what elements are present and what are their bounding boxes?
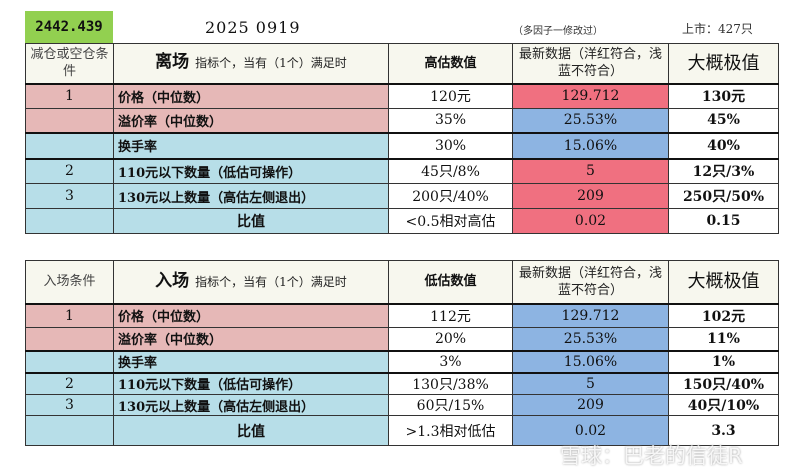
threshold-value: >1.3相对低估 bbox=[388, 415, 513, 446]
title-header: 入场 指标个，当有（1个）满足时 bbox=[113, 260, 389, 304]
row-number bbox=[25, 415, 114, 446]
table-row: 溢价率（中位数） 35% 25.53% 45% bbox=[25, 108, 779, 133]
table-row: 1 价格（中位数） 120元 129.712 130元 bbox=[25, 82, 779, 109]
indicator-name: 130元以上数量（高估左侧退出） bbox=[113, 394, 389, 416]
max-value: 45% bbox=[668, 108, 779, 133]
latest-value: 25.53% bbox=[512, 108, 669, 133]
entry-table: 入场条件 入场 指标个，当有（1个）满足时 低估数值 最新数据（洋红符合，浅蓝不符合）大… bbox=[25, 260, 779, 446]
index-value: 2442.439 bbox=[25, 11, 113, 43]
indicator-name: 换手率 bbox=[113, 349, 389, 373]
listed-count: 上市：427只 bbox=[682, 22, 753, 36]
threshold-header: 高估数值 bbox=[388, 43, 513, 84]
threshold-value: 35% bbox=[388, 108, 513, 133]
max-value: 250只/50% bbox=[668, 183, 779, 209]
header-row: 入场条件 入场 指标个，当有（1个）满足时 低估数值 最新数据（洋红符合，浅蓝不符合）大… bbox=[25, 260, 779, 304]
row-number bbox=[25, 108, 114, 133]
indicator-name: 换手率 bbox=[113, 131, 389, 159]
row-number: 3 bbox=[25, 183, 114, 209]
max-value: 130元 bbox=[668, 82, 779, 109]
table-row: 换手率 30% 15.06% 40% bbox=[25, 131, 779, 159]
indicator-name: 比值 bbox=[113, 415, 389, 446]
row-number: 2 bbox=[25, 371, 114, 395]
note-label: （多因子一修改过） bbox=[513, 26, 603, 37]
indicator-name: 价格（中位数） bbox=[113, 82, 389, 109]
threshold-value: 45只/8% bbox=[388, 157, 513, 184]
row-number: 2 bbox=[25, 157, 114, 184]
max-header: 大概极值 bbox=[668, 43, 779, 84]
row-number: 1 bbox=[25, 302, 114, 328]
section-subtitle: 指标个，当有（1个）满足时 bbox=[195, 56, 347, 71]
threshold-value: 120元 bbox=[388, 82, 513, 109]
indicator-name: 价格（中位数） bbox=[113, 302, 389, 328]
latest-value: 209 bbox=[512, 183, 669, 209]
latest-value: 0.02 bbox=[512, 208, 669, 234]
latest-value: 25.53% bbox=[512, 327, 669, 351]
table-row: 2 110元以下数量（低估可操作） 45只/8% 5 12只/3% bbox=[25, 157, 779, 184]
section-subtitle: 指标个，当有（1个）满足时 bbox=[195, 274, 347, 289]
exit-table: 减仓或空仓条件 离场 指标个，当有（1个）满足时 高估数值 最新数据（洋红符合，浅蓝不符… bbox=[25, 43, 779, 234]
max-header: 大概极值 bbox=[668, 260, 779, 304]
max-value: 102元 bbox=[668, 302, 779, 328]
watermark: 雪球：巴老的信徒R bbox=[560, 444, 743, 468]
row-number bbox=[25, 349, 114, 373]
latest-value: 5 bbox=[512, 371, 669, 395]
max-value: 150只/40% bbox=[668, 371, 779, 395]
latest-value: 209 bbox=[512, 394, 669, 416]
table-row: 换手率 3% 15.06% 1% bbox=[25, 349, 779, 373]
threshold-value: 3% bbox=[388, 349, 513, 373]
latest-header: 最新数据（洋红符合，浅蓝不符合） bbox=[512, 43, 669, 84]
threshold-value: 112元 bbox=[388, 302, 513, 328]
table-row: 3 130元以上数量（高估左侧退出） 60只/15% 209 40只/10% bbox=[25, 394, 779, 416]
section-title: 离场 bbox=[155, 52, 190, 73]
threshold-value: 30% bbox=[388, 131, 513, 159]
latest-value: 15.06% bbox=[512, 131, 669, 159]
date-label: 2025 0919 bbox=[205, 18, 301, 37]
indicator-name: 110元以下数量（低估可操作） bbox=[113, 371, 389, 395]
threshold-header: 低估数值 bbox=[388, 260, 513, 304]
table-row: 1 价格（中位数） 112元 129.712 102元 bbox=[25, 302, 779, 328]
title-header: 离场 指标个，当有（1个）满足时 bbox=[113, 43, 389, 84]
threshold-value: 20% bbox=[388, 327, 513, 351]
latest-value: 15.06% bbox=[512, 349, 669, 373]
table-row: 3 130元以上数量（高估左侧退出） 200只/40% 209 250只/50% bbox=[25, 183, 779, 209]
row-number bbox=[25, 131, 114, 159]
indicator-name: 比值 bbox=[113, 208, 389, 234]
latest-value: 129.712 bbox=[512, 82, 669, 109]
max-value: 12只/3% bbox=[668, 157, 779, 184]
max-value: 0.15 bbox=[668, 208, 779, 234]
table-row: 比值 >1.3相对低估 0.02 3.3 bbox=[25, 415, 779, 446]
latest-header: 最新数据（洋红符合，浅蓝不符合） bbox=[512, 260, 669, 304]
header-row: 减仓或空仓条件 离场 指标个，当有（1个）满足时 高估数值 最新数据（洋红符合，浅蓝不符… bbox=[25, 43, 779, 84]
row-number: 3 bbox=[25, 394, 114, 416]
threshold-value: 130只/38% bbox=[388, 371, 513, 395]
condition-header: 减仓或空仓条件 bbox=[25, 43, 114, 84]
max-value: 3.3 bbox=[668, 415, 779, 446]
indicator-name: 溢价率（中位数） bbox=[113, 108, 389, 133]
table-row: 溢价率（中位数） 20% 25.53% 11% bbox=[25, 327, 779, 351]
section-title: 入场 bbox=[155, 270, 190, 291]
row-number: 1 bbox=[25, 82, 114, 109]
threshold-value: <0.5相对高估 bbox=[388, 208, 513, 234]
max-value: 40只/10% bbox=[668, 394, 779, 416]
latest-value: 5 bbox=[512, 157, 669, 184]
table-row: 2 110元以下数量（低估可操作） 130只/38% 5 150只/40% bbox=[25, 371, 779, 395]
row-number bbox=[25, 208, 114, 234]
max-value: 11% bbox=[668, 327, 779, 351]
condition-header: 入场条件 bbox=[25, 260, 114, 304]
threshold-value: 200只/40% bbox=[388, 183, 513, 209]
threshold-value: 60只/15% bbox=[388, 394, 513, 416]
max-value: 1% bbox=[668, 349, 779, 373]
latest-value: 0.02 bbox=[512, 415, 669, 446]
indicator-name: 溢价率（中位数） bbox=[113, 327, 389, 351]
indicator-name: 110元以下数量（低估可操作） bbox=[113, 157, 389, 184]
max-value: 40% bbox=[668, 131, 779, 159]
table-row: 比值 <0.5相对高估 0.02 0.15 bbox=[25, 208, 779, 234]
latest-value: 129.712 bbox=[512, 302, 669, 328]
row-number bbox=[25, 327, 114, 351]
indicator-name: 130元以上数量（高估左侧退出） bbox=[113, 183, 389, 209]
